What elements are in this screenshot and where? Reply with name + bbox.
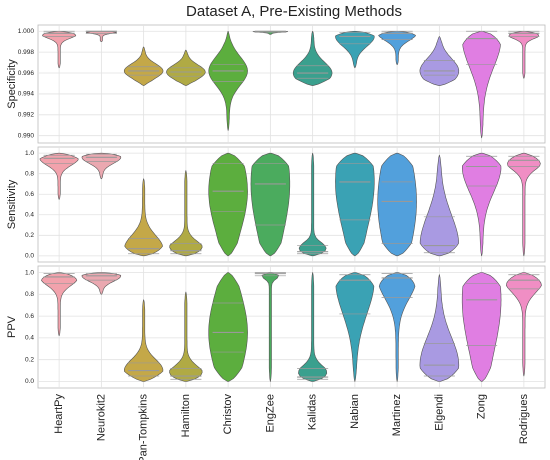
y-tick-label: 0.8 xyxy=(25,170,34,177)
violin xyxy=(462,152,502,257)
y-tick-label: 1.000 xyxy=(18,28,35,35)
violin xyxy=(292,31,333,86)
y-tick-label: 0.992 xyxy=(18,112,35,119)
y-tick-label: 1.0 xyxy=(25,269,34,276)
y-tick-label: 0.994 xyxy=(18,91,35,98)
violin xyxy=(208,272,248,382)
y-tick-label: 0.6 xyxy=(25,313,34,320)
violin xyxy=(123,46,164,86)
violin xyxy=(298,152,327,257)
x-tick-label: HeartPy xyxy=(53,394,65,434)
panel xyxy=(37,146,546,263)
y-tick-label: 0.4 xyxy=(25,335,34,342)
violin xyxy=(208,152,248,257)
y-tick-label: 0.6 xyxy=(25,191,34,198)
violin xyxy=(419,274,460,382)
violin xyxy=(419,36,460,86)
violin xyxy=(81,152,122,180)
violin xyxy=(81,272,122,295)
panel xyxy=(37,265,546,389)
violin xyxy=(378,272,416,382)
violin xyxy=(250,152,291,257)
x-tick-label: Zong xyxy=(476,394,488,419)
x-tick-label: Neurokit2 xyxy=(95,394,107,441)
x-tick-label: EngZee xyxy=(264,394,276,433)
violin xyxy=(335,152,375,257)
x-tick-label: Pan-Tompkins xyxy=(138,394,150,460)
y-axis-label: Sensitivity xyxy=(6,179,18,229)
violin xyxy=(169,291,203,382)
violin xyxy=(41,272,78,336)
x-tick-label: Elgendi xyxy=(433,394,445,431)
x-tick-label: Nabian xyxy=(349,394,361,429)
violin xyxy=(124,178,163,257)
violin xyxy=(39,152,79,200)
y-tick-label: 0.990 xyxy=(18,132,35,139)
x-tick-label: Christov xyxy=(222,394,234,435)
x-tick-label: Martinez xyxy=(391,394,403,436)
violin xyxy=(335,272,375,382)
violin xyxy=(507,152,541,257)
y-axis-label: Specificity xyxy=(6,59,18,109)
y-tick-label: 1.0 xyxy=(25,150,34,157)
y-tick-label: 0.2 xyxy=(25,356,34,363)
y-tick-label: 0.4 xyxy=(25,211,34,218)
x-tick-label: Kalidas xyxy=(307,394,319,431)
y-tick-label: 0.996 xyxy=(18,70,35,77)
y-tick-label: 0.0 xyxy=(25,253,34,260)
x-tick-label: Hamilton xyxy=(180,394,192,437)
violin xyxy=(335,31,375,69)
violin xyxy=(298,272,328,382)
y-axis-label: PPV xyxy=(6,315,18,338)
violin xyxy=(208,31,248,131)
y-tick-label: 0.8 xyxy=(25,291,34,298)
violin xyxy=(123,299,164,382)
violin xyxy=(505,272,542,377)
y-tick-label: 0.0 xyxy=(25,378,34,385)
violin xyxy=(377,152,417,257)
chart-title: Dataset A, Pre-Existing Methods xyxy=(186,3,402,20)
x-tick-label: Rodrigues xyxy=(518,394,530,445)
panel xyxy=(37,24,546,144)
violin xyxy=(169,170,203,257)
y-tick-label: 0.2 xyxy=(25,232,34,239)
violin xyxy=(419,154,459,257)
y-tick-label: 0.998 xyxy=(18,49,35,56)
